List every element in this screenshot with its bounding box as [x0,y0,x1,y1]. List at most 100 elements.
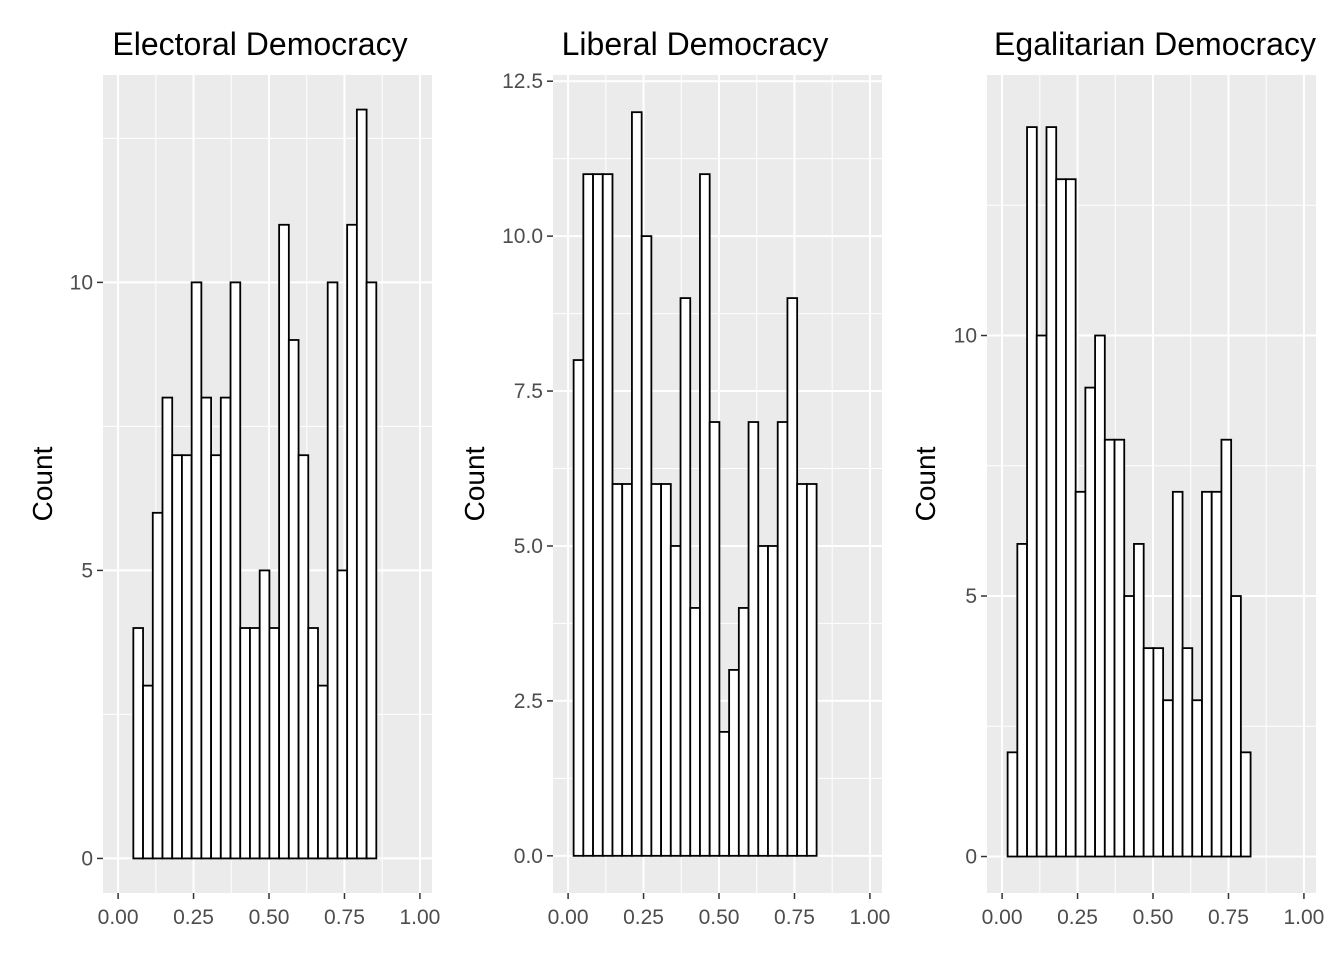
chart-0-bar-15 [268,627,281,860]
chart-0-bar-14 [258,569,271,860]
chart-0-bar-11 [229,281,242,860]
chart-1-x-tick-label: 0.00 [548,906,589,929]
chart-2-bar-0 [1006,751,1019,858]
chart-1-y-tick-label: 10.0 [502,225,543,248]
chart-0-bar-21 [326,281,339,860]
chart-1-bar-0 [572,359,585,857]
chart-2-bar-5 [1055,178,1067,858]
chart-1-bar-11 [679,297,692,857]
chart-1-x-tick-label: 1.00 [849,906,890,929]
chart-1-bar-7 [640,235,653,857]
chart-2-bar-6 [1065,178,1077,858]
chart-2-bar-10 [1103,438,1116,858]
chart-1-bar-20 [767,545,779,857]
chart-1-bar-24 [805,483,818,857]
chart-1: 0.00 0.25 0.50 0.75 1.00 0.0 2.5 5.0 7.5 10.0 12.5… [459,26,890,929]
chart-2-bar-20 [1201,490,1213,858]
chart-0-bar-23 [346,223,358,860]
chart-2-x-tick-label: 0.00 [982,906,1023,929]
chart-2-bar-22 [1220,438,1233,858]
chart-0-bar-22 [336,569,349,860]
chart-1-bar-1 [582,173,594,857]
chart-0-x-tick-label: 0.50 [249,906,290,929]
chart-2-bar-18 [1181,647,1194,858]
chart-2-bar-8 [1084,386,1096,858]
chart-0-bar-13 [249,627,261,860]
chart-1-y-tick-label: 2.5 [514,690,543,713]
chart-2-bar-1 [1016,543,1028,858]
chart-0-bar-24 [355,108,368,860]
chart-2-x-tick-label: 0.50 [1133,906,1174,929]
chart-0-bar-16 [278,223,290,860]
chart-1-bar-4 [611,483,624,857]
chart-2-bar-7 [1074,490,1087,858]
chart-1-y-tick-label: 0.0 [514,845,543,868]
chart-0-bar-20 [317,684,329,860]
chart-2-bar-3 [1035,334,1048,858]
chart-2: 0.00 0.25 0.50 0.75 1.00 0 5 10 Egalitarian Demo… [910,26,1324,929]
chart-0-y-tick-label: 10 [70,271,93,294]
chart-2-bar-17 [1171,490,1184,858]
chart-1-y-axis-label: Count [459,446,490,521]
chart-1-bar-19 [757,545,769,857]
chart-1-bar-22 [786,297,799,857]
chart-1-bar-5 [621,483,633,857]
chart-0-bar-25 [365,281,378,860]
chart-2-bar-9 [1094,334,1106,858]
chart-0-x-tick-label: 1.00 [399,906,440,929]
chart-2-x-tick-label: 1.00 [1283,906,1324,929]
chart-1-bar-23 [796,483,808,857]
chart-1-bar-15 [718,730,731,857]
chart-1-title: Liberal Democracy [562,26,829,62]
chart-2-y-axis-label: Count [910,446,941,521]
chart-0: 0.00 0.25 0.50 0.75 1.00 0 5 10 Electoral Democr… [27,26,440,929]
chart-0-bar-3 [151,511,164,860]
chart-0-bar-10 [219,396,232,860]
chart-1-bar-18 [747,421,760,857]
chart-0-y-tick-label: 5 [81,559,93,582]
chart-2-bar-21 [1210,490,1223,858]
chart-2-bar-19 [1191,699,1203,858]
chart-2-title: Egalitarian Democracy [994,26,1316,62]
chart-0-bar-8 [200,396,212,860]
chart-0-y-tick-label: 0 [81,847,93,870]
chart-1-x-tick-label: 0.50 [699,906,740,929]
chart-1-bar-9 [660,483,672,857]
chart-1-bar-12 [689,607,701,857]
chart-2-bar-15 [1152,647,1165,858]
chart-2-y-tick-label: 0 [965,846,977,869]
chart-1-bar-8 [650,483,662,857]
chart-0-bar-2 [142,684,154,860]
chart-0-x-tick-label: 0.00 [98,906,139,929]
chart-1-y-tick-label: 12.5 [502,70,543,93]
chart-2-y-tick-label: 10 [954,325,977,348]
chart-2-bar-11 [1113,438,1126,858]
chart-2-x-tick-label: 0.25 [1057,906,1098,929]
chart-0-bar-18 [297,454,310,860]
chart-0-bar-12 [239,627,251,860]
chart-2-bar-12 [1123,595,1135,858]
chart-1-y-tick-label: 7.5 [514,380,543,403]
chart-2-bar-2 [1026,126,1038,858]
chart-2-x-tick-label: 0.75 [1208,906,1249,929]
chart-2-y-tick-label: 5 [965,585,977,608]
chart-1-x-tick-label: 0.75 [774,906,815,929]
chart-1-bar-10 [669,545,682,857]
chart-0-y-axis-label: Count [27,446,58,521]
chart-2-bar-24 [1239,751,1252,858]
chart-1-x-tick-label: 0.25 [623,906,664,929]
chart-2-bar-16 [1162,699,1174,858]
chart-2-bar-14 [1142,647,1155,858]
chart-0-bar-19 [307,627,319,860]
chart-0-bar-7 [190,281,203,860]
chart-0-bar-5 [171,454,183,860]
chart-1-bar-21 [776,421,789,857]
chart-0-x-tick-label: 0.75 [324,906,365,929]
chart-0-bar-6 [181,454,193,860]
chart-1-y-tick-label: 5.0 [514,535,543,558]
chart-1-bar-16 [728,669,740,857]
chart-1-bar-2 [592,173,604,857]
chart-1-bar-3 [601,173,614,857]
chart-0-bar-9 [210,454,222,860]
chart-0-title: Electoral Democracy [112,26,407,62]
